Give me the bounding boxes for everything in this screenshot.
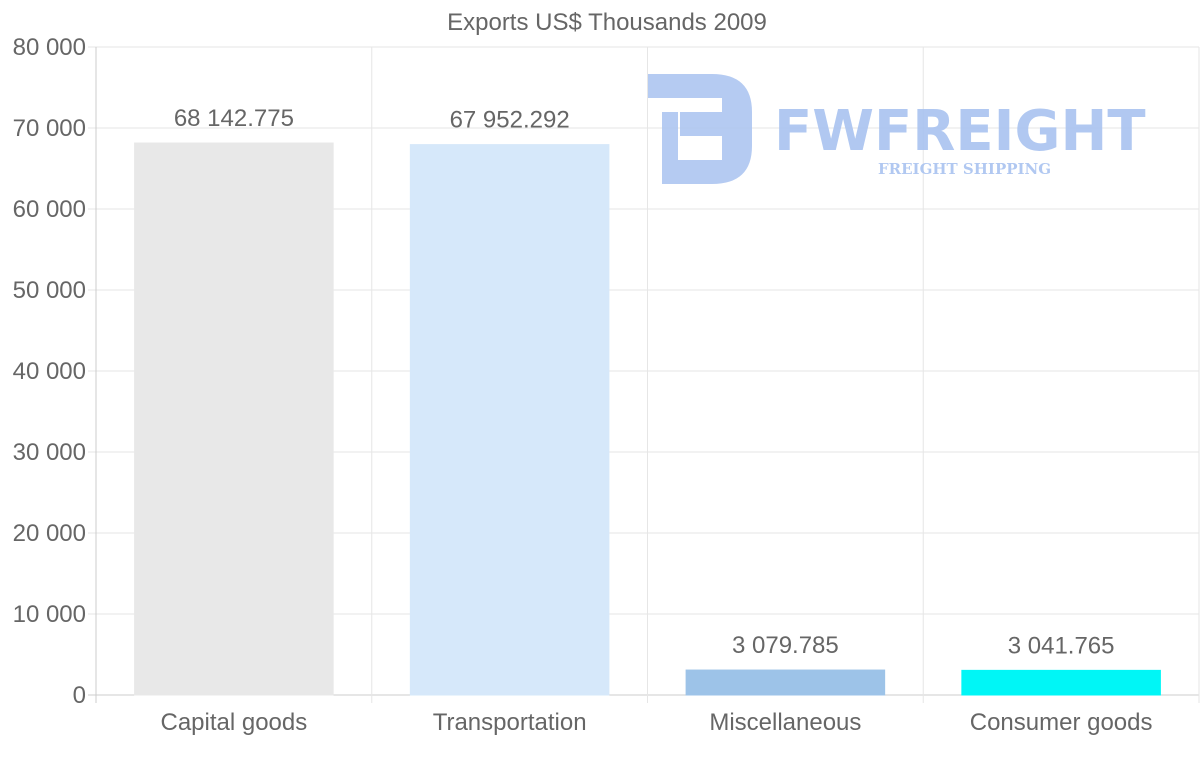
y-tick-label: 60 000 [13,196,86,223]
y-tick-label: 20 000 [13,520,86,547]
x-axis-ticks: Capital goods Transportation Miscellaneous… [160,709,1152,736]
bar-consumer-goods[interactable] [961,669,1161,696]
bar-capital-goods[interactable] [134,142,334,696]
x-tick-label: Transportation [433,709,587,736]
bar-transportation[interactable] [409,144,610,696]
watermark-brand: FWFREIGHT [774,99,1146,164]
y-tick-label: 40 000 [13,358,86,385]
data-labels: 68 142.775 67 952.292 3 079.785 3 041.765 [174,105,1115,659]
data-label: 68 142.775 [174,105,294,132]
x-tick-label: Consumer goods [970,709,1153,736]
fw-logo-icon [648,74,752,184]
chart-title: Exports US$ Thousands 2009 [447,9,767,36]
bars [134,142,1161,696]
y-tick-label: 70 000 [13,115,86,142]
x-tick-label: Capital goods [160,709,307,736]
y-tick-label: 30 000 [13,439,86,466]
data-label: 3 079.785 [732,632,839,659]
data-label: 3 041.765 [1008,632,1115,659]
data-label: 67 952.292 [450,107,570,134]
y-tick-label: 0 [73,682,86,709]
y-tick-label: 10 000 [13,601,86,628]
watermark: FWFREIGHT FREIGHT SHIPPING [648,74,1146,184]
y-axis-ticks: 0 10 000 20 000 30 000 40 000 50 000 60 000 70 … [13,34,86,709]
y-tick-label: 80 000 [13,34,86,61]
y-tick-label: 50 000 [13,277,86,304]
bar-miscellaneous[interactable] [685,669,886,696]
watermark-tagline: FREIGHT SHIPPING [878,160,1051,178]
x-tick-label: Miscellaneous [709,709,861,736]
